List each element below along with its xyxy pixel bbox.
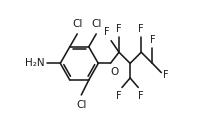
Text: F: F [138, 24, 144, 34]
Text: F: F [150, 35, 155, 45]
Text: F: F [116, 24, 122, 34]
Text: F: F [138, 91, 144, 101]
Text: F: F [104, 27, 110, 37]
Text: F: F [163, 70, 168, 80]
Text: O: O [110, 67, 119, 77]
Text: Cl: Cl [91, 19, 101, 29]
Text: Cl: Cl [72, 19, 82, 29]
Text: H₂N: H₂N [25, 58, 45, 68]
Text: F: F [116, 91, 122, 101]
Text: Cl: Cl [76, 100, 87, 110]
